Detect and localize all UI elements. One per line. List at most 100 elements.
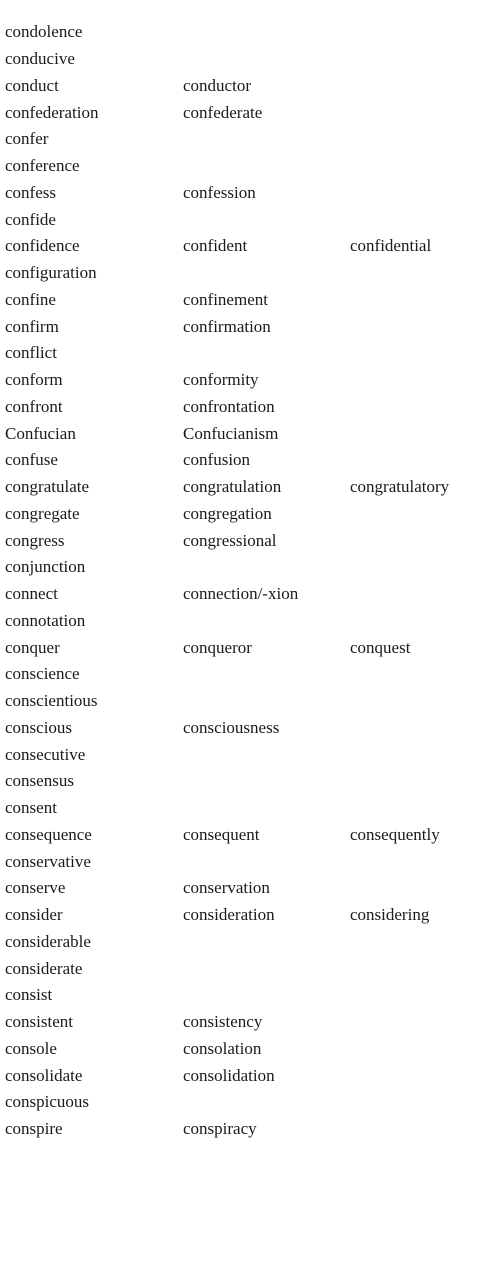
- word-row: confirm confirmation: [5, 313, 495, 340]
- word-cell: confirm: [5, 316, 59, 336]
- word-row: conduct conductor: [5, 73, 495, 100]
- word-cell: conflict: [5, 343, 57, 363]
- word-cell: connection/-xion: [183, 584, 299, 604]
- word-cell: consecutive: [5, 744, 86, 764]
- word-cell: confer: [5, 129, 49, 149]
- word-row: confront confrontation: [5, 394, 495, 421]
- word-row: conjunction: [5, 554, 495, 581]
- word-cell: conscious: [5, 717, 73, 737]
- word-cell: considerable: [5, 931, 91, 951]
- word-cell: confident: [183, 236, 248, 256]
- word-row: configuration: [5, 260, 495, 287]
- word-cell: conform: [5, 370, 63, 390]
- word-cell: conductor: [183, 75, 251, 95]
- word-cell: confusion: [183, 450, 251, 470]
- word-row: considerable: [5, 929, 495, 956]
- word-row: confer: [5, 126, 495, 153]
- word-row: confine confinement: [5, 287, 495, 314]
- word-cell: conscientious: [5, 691, 98, 711]
- word-cell: considering: [350, 905, 430, 925]
- word-cell: conference: [5, 156, 80, 176]
- word-cell: consciousness: [183, 717, 280, 737]
- word-cell: conjunction: [5, 557, 86, 577]
- word-row: conspire conspiracy: [5, 1116, 495, 1143]
- word-cell: consolidate: [5, 1065, 83, 1085]
- word-cell: consistency: [183, 1012, 263, 1032]
- word-row: congress congressional: [5, 527, 495, 554]
- word-cell: conscience: [5, 664, 80, 684]
- word-row: consent: [5, 795, 495, 822]
- word-cell: console: [5, 1038, 57, 1058]
- word-row: consist: [5, 982, 495, 1009]
- word-row: congregate congregation: [5, 501, 495, 528]
- word-cell: congressional: [183, 530, 277, 550]
- word-cell: conservative: [5, 851, 91, 871]
- word-row: condolence: [5, 19, 495, 46]
- word-cell: confirmation: [183, 316, 271, 336]
- word-cell: conquest: [350, 637, 411, 657]
- word-cell: congress: [5, 530, 65, 550]
- word-row: conservative: [5, 848, 495, 875]
- word-cell: confuse: [5, 450, 58, 470]
- word-row: confuse confusion: [5, 447, 495, 474]
- word-cell: confine: [5, 289, 56, 309]
- word-row: consecutive: [5, 741, 495, 768]
- word-cell: confidence: [5, 236, 80, 256]
- word-cell: congratulation: [183, 477, 282, 497]
- word-row: confidence confident confidential: [5, 233, 495, 260]
- word-row: confess confession: [5, 180, 495, 207]
- word-cell: consequently: [350, 824, 440, 844]
- word-row: consensus: [5, 768, 495, 795]
- word-cell: consolation: [183, 1038, 262, 1058]
- word-cell: connotation: [5, 610, 86, 630]
- word-row: conspicuous: [5, 1089, 495, 1116]
- word-row: conscientious: [5, 688, 495, 715]
- word-cell: considerate: [5, 958, 83, 978]
- word-cell: consent: [5, 798, 57, 818]
- word-row: conscience: [5, 661, 495, 688]
- word-cell: confession: [183, 182, 256, 202]
- word-cell: congregate: [5, 503, 80, 523]
- word-cell: confidential: [350, 236, 432, 256]
- word-cell: confess: [5, 182, 56, 202]
- word-cell: consideration: [183, 905, 275, 925]
- word-cell: consist: [5, 985, 53, 1005]
- word-cell: conduct: [5, 75, 59, 95]
- word-row: console consolation: [5, 1036, 495, 1063]
- word-cell: confederation: [5, 102, 99, 122]
- word-cell: conserve: [5, 878, 66, 898]
- word-cell: conquer: [5, 637, 60, 657]
- word-cell: consistent: [5, 1012, 73, 1032]
- word-row: conform conformity: [5, 367, 495, 394]
- word-cell: configuration: [5, 263, 97, 283]
- word-cell: congratulate: [5, 477, 90, 497]
- word-cell: connect: [5, 584, 58, 604]
- word-cell: condolence: [5, 22, 83, 42]
- word-cell: conservation: [183, 878, 270, 898]
- word-cell: conspiracy: [183, 1119, 257, 1139]
- word-row: consider consideration considering: [5, 902, 495, 929]
- word-cell: conspire: [5, 1119, 63, 1139]
- word-row: conducive: [5, 46, 495, 73]
- word-row: consistent consistency: [5, 1009, 495, 1036]
- word-cell: congratulatory: [350, 477, 450, 497]
- word-row: confederation confederate: [5, 99, 495, 126]
- word-row: conserve conservation: [5, 875, 495, 902]
- word-cell: conqueror: [183, 637, 252, 657]
- word-row: conscious consciousness: [5, 715, 495, 742]
- word-row: consolidate consolidation: [5, 1062, 495, 1089]
- word-cell: consequence: [5, 824, 92, 844]
- word-row: conference: [5, 153, 495, 180]
- word-cell: confrontation: [183, 396, 275, 416]
- word-row: confide: [5, 206, 495, 233]
- word-cell: conspicuous: [5, 1092, 90, 1112]
- word-cell: confinement: [183, 289, 268, 309]
- word-row: congratulate congratulation congratulatory: [5, 474, 495, 501]
- word-cell: congregation: [183, 503, 272, 523]
- word-row: conquer conqueror conquest: [5, 634, 495, 661]
- word-cell: confront: [5, 396, 63, 416]
- word-row: connect connection/-xion: [5, 581, 495, 608]
- word-cell: Confucian: [5, 423, 76, 443]
- word-list: condolence conducive conduct conductor confe…: [5, 19, 495, 1143]
- word-cell: conformity: [183, 370, 259, 390]
